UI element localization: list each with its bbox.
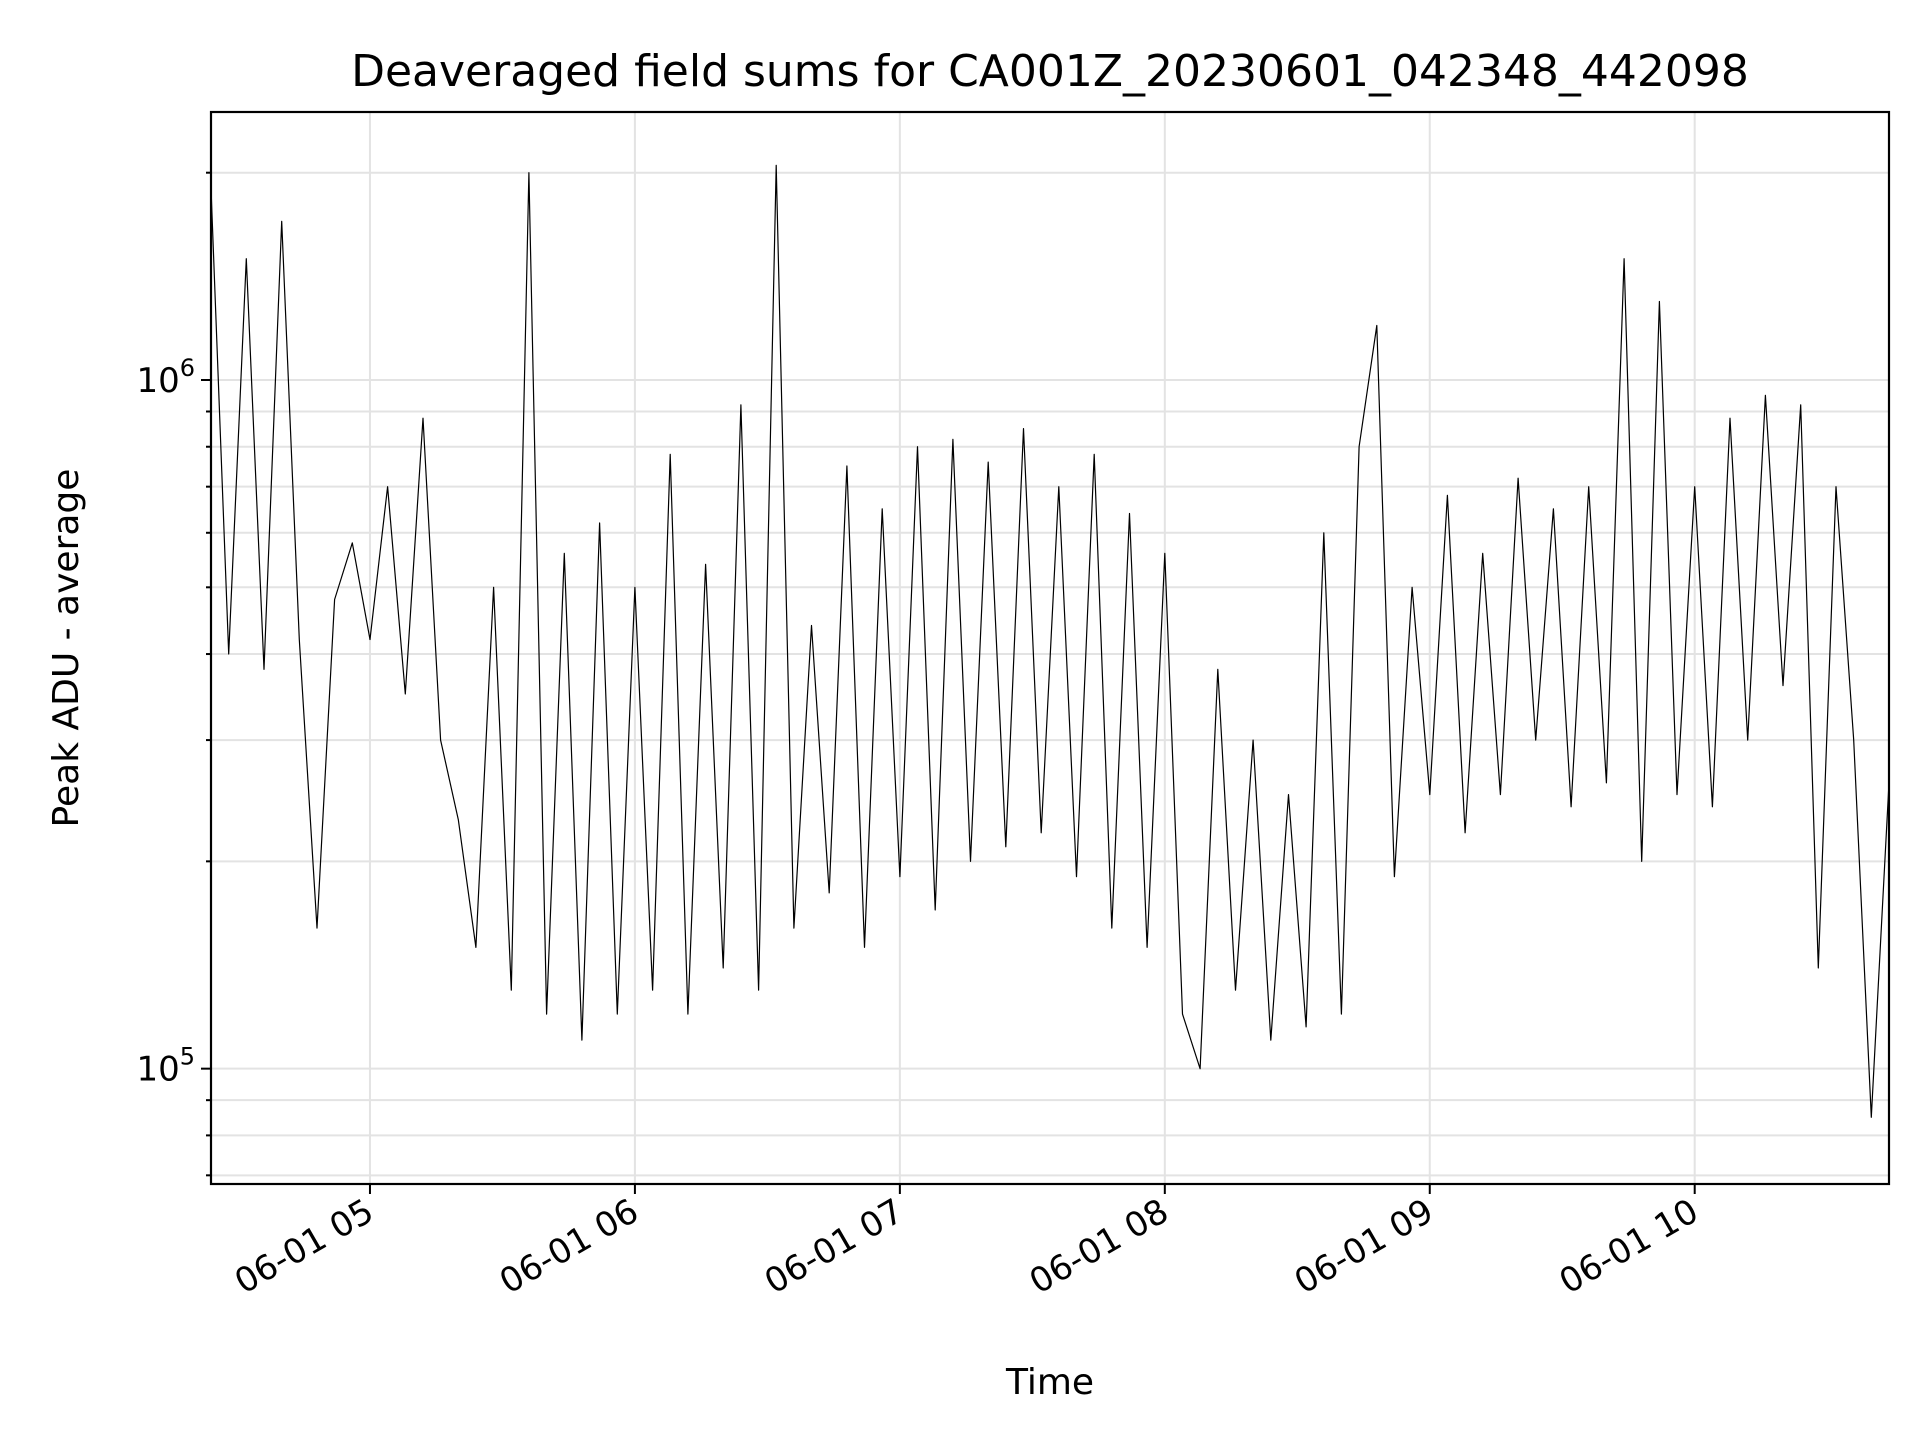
plot-frame bbox=[209, 110, 1891, 1186]
y-tick-label: 105 bbox=[136, 1043, 195, 1090]
y-tick-label: 106 bbox=[136, 354, 195, 401]
y-axis-label: Peak ADU - average bbox=[46, 469, 87, 828]
grid-lines bbox=[211, 112, 1889, 1184]
x-axis-label: Time bbox=[1005, 1362, 1094, 1403]
plot-area bbox=[210, 164, 1890, 1118]
chart-title: Deaveraged field sums for CA001Z_2023060… bbox=[351, 46, 1749, 97]
y-axis: 105 106 bbox=[136, 171, 211, 1177]
series-line bbox=[210, 164, 1890, 1118]
